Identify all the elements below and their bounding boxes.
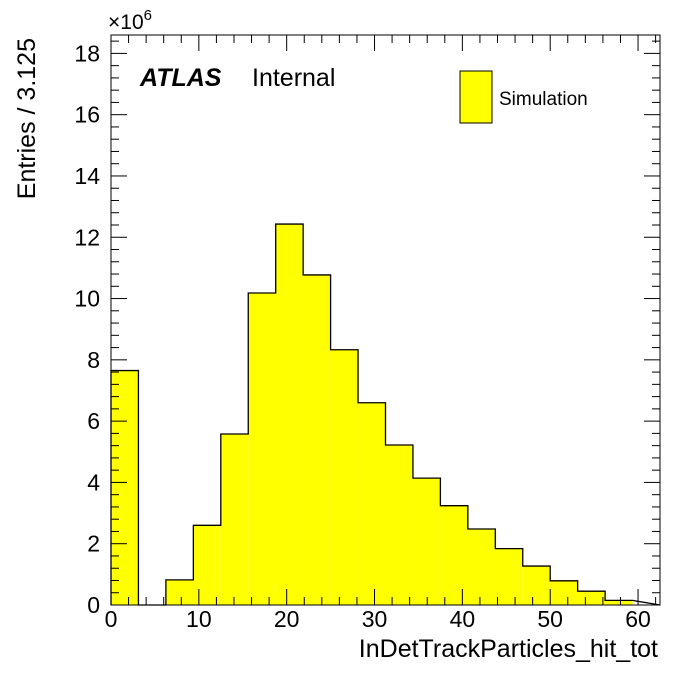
- histogram-bar: [550, 580, 578, 605]
- y-tick-label: 14: [74, 163, 100, 189]
- histogram-bar: [330, 349, 359, 605]
- y-tick-label: 8: [87, 347, 100, 373]
- x-tick-label: 10: [186, 606, 212, 632]
- y-multiplier: ×106: [108, 7, 152, 34]
- histogram-bar: [303, 274, 331, 605]
- histogram-bar: [358, 402, 386, 605]
- histogram-bar: [165, 579, 194, 605]
- x-tick-labels: 0 10 20 30 40 50 60: [105, 606, 651, 632]
- histogram-bar: [495, 548, 523, 605]
- histogram-bar: [248, 293, 276, 605]
- histogram-bar: [193, 525, 221, 605]
- histogram-outline: [110, 223, 661, 606]
- histogram-bar: [412, 478, 441, 605]
- histogram-bar: [440, 505, 468, 605]
- legend-label: Simulation: [499, 89, 588, 110]
- x-tick-label: 40: [450, 606, 476, 632]
- status-label: Internal: [252, 64, 335, 92]
- legend-swatch: [459, 70, 493, 124]
- histogram-bar: [111, 370, 139, 605]
- plot-frame: [110, 34, 661, 606]
- x-tick-label: 30: [362, 606, 388, 632]
- y-tick-label: 10: [74, 286, 100, 312]
- y-tick-label: 4: [87, 469, 100, 495]
- y-tick-label: 18: [74, 40, 100, 66]
- x-axis-label: InDetTrackParticles_hit_tot: [359, 635, 658, 663]
- histogram-bar: [577, 591, 606, 605]
- histogram-bar: [275, 224, 304, 606]
- y-axis-label: Entries / 3.125: [13, 38, 41, 199]
- x-tick-label: 50: [537, 606, 563, 632]
- histogram-bars: [110, 223, 661, 606]
- histogram-bar: [467, 529, 496, 605]
- y-tick-label: 12: [74, 224, 100, 250]
- x-tick-label: 0: [105, 606, 118, 632]
- y-tick-labels: 0 2 4 6 8 10 12 14 16 18: [74, 40, 100, 618]
- histogram-bar: [220, 434, 249, 605]
- y-tick-label: 6: [87, 408, 100, 434]
- y-tick-label: 2: [87, 531, 100, 557]
- y-tick-label: 0: [87, 592, 100, 618]
- x-tick-label: 60: [625, 606, 651, 632]
- histogram-bar: [605, 600, 633, 605]
- x-tick-label: 20: [274, 606, 300, 632]
- y-tick-label: 16: [74, 102, 100, 128]
- atlas-label: ATLAS: [139, 64, 222, 92]
- histogram-bar: [522, 566, 551, 605]
- histogram-bar: [385, 445, 413, 605]
